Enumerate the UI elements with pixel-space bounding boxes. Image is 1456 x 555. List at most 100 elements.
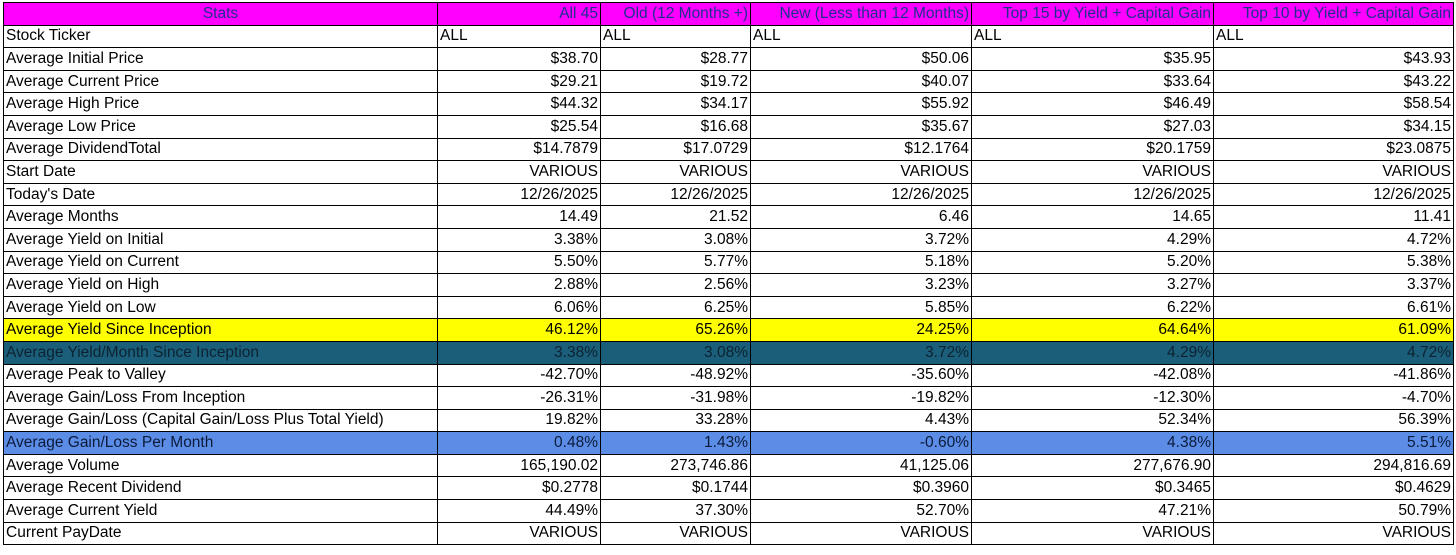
table-cell[interactable]: $0.4629 xyxy=(1213,476,1454,501)
table-cell[interactable]: 14.49 xyxy=(437,205,601,229)
header-cell-stats[interactable]: Stats xyxy=(3,2,438,26)
table-cell[interactable]: VARIOUS xyxy=(750,160,972,184)
row-label[interactable]: Today's Date xyxy=(3,182,438,207)
header-cell-new[interactable]: New (Less than 12 Months) xyxy=(750,2,972,26)
table-cell[interactable]: 1.43% xyxy=(600,431,751,455)
header-cell-all-45[interactable]: All 45 xyxy=(437,2,601,26)
table-cell[interactable]: VARIOUS xyxy=(437,521,601,546)
table-cell[interactable]: 6.22% xyxy=(971,295,1214,320)
table-cell[interactable]: $19.72 xyxy=(600,69,751,94)
table-cell[interactable]: ALL xyxy=(750,24,972,49)
table-cell[interactable]: $35.67 xyxy=(750,114,972,139)
table-cell[interactable]: 6.25% xyxy=(600,295,751,320)
table-cell[interactable]: 2.88% xyxy=(437,273,601,297)
table-cell[interactable]: -31.98% xyxy=(600,386,751,410)
table-cell[interactable]: 11.41 xyxy=(1213,205,1454,229)
row-label[interactable]: Average Yield on Initial xyxy=(3,227,438,252)
table-cell[interactable]: $33.64 xyxy=(971,69,1214,94)
table-cell[interactable]: 33.28% xyxy=(600,408,751,433)
table-cell[interactable]: 165,190.02 xyxy=(437,453,601,478)
row-label[interactable]: Average Low Price xyxy=(3,114,438,139)
table-cell[interactable]: VARIOUS xyxy=(750,521,972,546)
table-cell[interactable]: $0.3960 xyxy=(750,476,972,501)
table-cell[interactable]: 3.08% xyxy=(600,340,751,365)
table-cell[interactable]: -0.60% xyxy=(750,431,972,455)
row-label[interactable]: Average Initial Price xyxy=(3,47,438,71)
table-cell[interactable]: 5.77% xyxy=(600,250,751,275)
table-cell[interactable]: 273,746.86 xyxy=(600,453,751,478)
table-cell[interactable]: 47.21% xyxy=(971,499,1214,523)
table-cell[interactable]: $28.77 xyxy=(600,47,751,71)
table-cell[interactable]: 12/26/2025 xyxy=(1213,182,1454,207)
row-label[interactable]: Average Yield on Current xyxy=(3,250,438,275)
row-label[interactable]: Average Yield on Low xyxy=(3,295,438,320)
table-cell[interactable]: 12/26/2025 xyxy=(750,182,972,207)
table-cell[interactable]: 6.46 xyxy=(750,205,972,229)
table-cell[interactable]: $16.68 xyxy=(600,114,751,139)
row-label[interactable]: Average Recent Dividend xyxy=(3,476,438,501)
table-cell[interactable]: VARIOUS xyxy=(437,160,601,184)
table-cell[interactable]: 3.37% xyxy=(1213,273,1454,297)
table-cell[interactable]: 19.82% xyxy=(437,408,601,433)
table-cell[interactable]: 277,676.90 xyxy=(971,453,1214,478)
table-cell[interactable]: 5.20% xyxy=(971,250,1214,275)
table-cell[interactable]: 24.25% xyxy=(750,318,972,342)
row-label[interactable]: Average Current Price xyxy=(3,69,438,94)
table-cell[interactable]: VARIOUS xyxy=(971,160,1214,184)
table-cell[interactable]: 294,816.69 xyxy=(1213,453,1454,478)
table-cell[interactable]: 56.39% xyxy=(1213,408,1454,433)
table-cell[interactable]: 6.61% xyxy=(1213,295,1454,320)
row-label[interactable]: Average Yield/Month Since Inception xyxy=(3,340,438,365)
table-cell[interactable]: -35.60% xyxy=(750,363,972,388)
table-cell[interactable]: ALL xyxy=(437,24,601,49)
row-label[interactable]: Average Months xyxy=(3,205,438,229)
table-cell[interactable]: 4.72% xyxy=(1213,340,1454,365)
table-cell[interactable]: 41,125.06 xyxy=(750,453,972,478)
table-cell[interactable]: $44.32 xyxy=(437,92,601,116)
table-cell[interactable]: 6.06% xyxy=(437,295,601,320)
table-cell[interactable]: VARIOUS xyxy=(600,160,751,184)
table-cell[interactable]: -42.08% xyxy=(971,363,1214,388)
table-cell[interactable]: $25.54 xyxy=(437,114,601,139)
header-cell-top-10[interactable]: Top 10 by Yield + Capital Gain xyxy=(1213,2,1454,26)
table-cell[interactable]: $50.06 xyxy=(750,47,972,71)
table-cell[interactable]: -41.86% xyxy=(1213,363,1454,388)
table-cell[interactable]: 61.09% xyxy=(1213,318,1454,342)
table-cell[interactable]: 65.26% xyxy=(600,318,751,342)
table-cell[interactable]: 4.38% xyxy=(971,431,1214,455)
row-label[interactable]: Average Current Yield xyxy=(3,499,438,523)
table-cell[interactable]: -26.31% xyxy=(437,386,601,410)
table-cell[interactable]: VARIOUS xyxy=(1213,160,1454,184)
table-cell[interactable]: $23.0875 xyxy=(1213,137,1454,162)
table-cell[interactable]: $12.1764 xyxy=(750,137,972,162)
table-cell[interactable]: 14.65 xyxy=(971,205,1214,229)
table-cell[interactable]: $0.1744 xyxy=(600,476,751,501)
table-cell[interactable]: $55.92 xyxy=(750,92,972,116)
table-cell[interactable]: -48.92% xyxy=(600,363,751,388)
row-label[interactable]: Average Yield Since Inception xyxy=(3,318,438,342)
row-label[interactable]: Average Gain/Loss (Capital Gain/Loss Plu… xyxy=(3,408,438,433)
header-cell-old[interactable]: Old (12 Months +) xyxy=(600,2,751,26)
table-cell[interactable]: 3.72% xyxy=(750,227,972,252)
table-cell[interactable]: -19.82% xyxy=(750,386,972,410)
table-cell[interactable]: $0.3465 xyxy=(971,476,1214,501)
row-label[interactable]: Average Gain/Loss Per Month xyxy=(3,431,438,455)
table-cell[interactable]: $46.49 xyxy=(971,92,1214,116)
table-cell[interactable]: ALL xyxy=(971,24,1214,49)
row-label[interactable]: Stock Ticker xyxy=(3,24,438,49)
table-cell[interactable]: -12.30% xyxy=(971,386,1214,410)
table-cell[interactable]: 4.72% xyxy=(1213,227,1454,252)
table-cell[interactable]: 12/26/2025 xyxy=(971,182,1214,207)
table-cell[interactable]: 12/26/2025 xyxy=(600,182,751,207)
table-cell[interactable]: $43.22 xyxy=(1213,69,1454,94)
table-cell[interactable]: 3.23% xyxy=(750,273,972,297)
table-cell[interactable]: $17.0729 xyxy=(600,137,751,162)
row-label[interactable]: Average Volume xyxy=(3,453,438,478)
table-cell[interactable]: 3.38% xyxy=(437,340,601,365)
table-cell[interactable]: 3.27% xyxy=(971,273,1214,297)
table-cell[interactable]: -42.70% xyxy=(437,363,601,388)
table-cell[interactable]: 3.38% xyxy=(437,227,601,252)
table-cell[interactable]: 64.64% xyxy=(971,318,1214,342)
table-cell[interactable]: 50.79% xyxy=(1213,499,1454,523)
table-cell[interactable]: 2.56% xyxy=(600,273,751,297)
